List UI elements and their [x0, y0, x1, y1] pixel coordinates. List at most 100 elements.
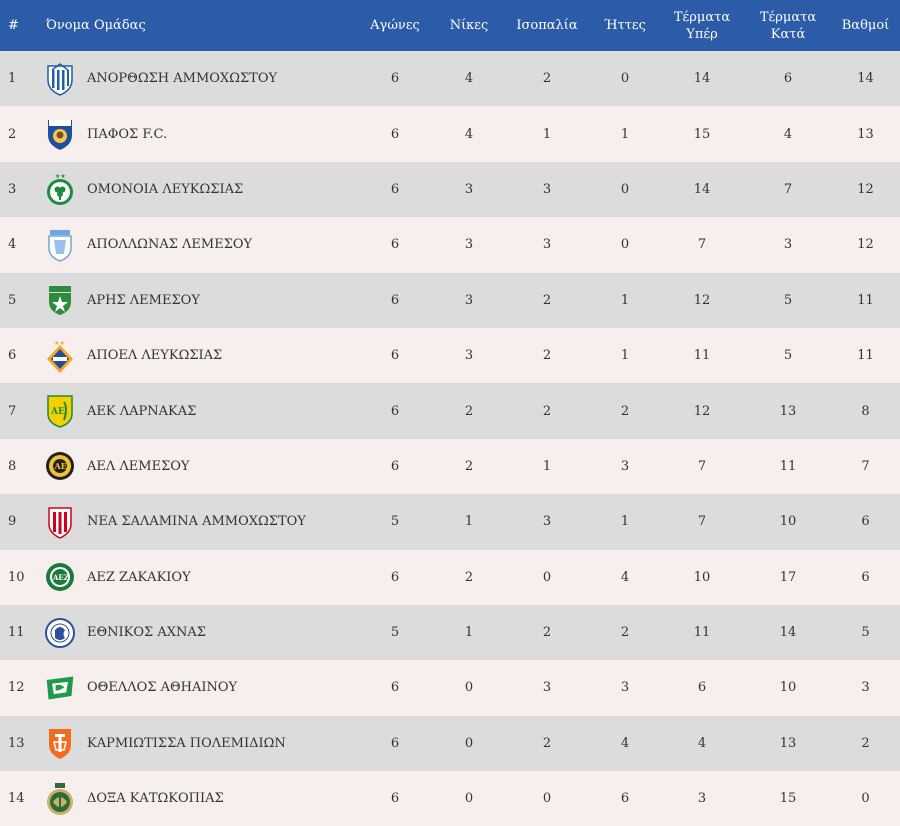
- team-name-link[interactable]: ΕΘΝΙΚΟΣ ΑΧΝΑΣ: [87, 625, 206, 641]
- team-cell: ΕΘΝΙΚΟΣ ΑΧΝΑΣ: [38, 605, 355, 660]
- team-cell: ΑΝΟΡΘΩΣΗ ΑΜΜΟΧΩΣΤΟΥ: [38, 51, 355, 106]
- goals-for-cell: 14: [693, 71, 711, 87]
- header-goals-for-line2: Υπέρ: [686, 26, 718, 42]
- wins-cell: 3: [464, 348, 474, 364]
- team-name-link[interactable]: ΠΑΦΟΣ F.C.: [87, 126, 168, 142]
- header-wins[interactable]: Νίκες: [435, 0, 503, 51]
- table-row[interactable]: 6 ★★ ΑΠΟΕΛ ΛΕΥΚΩΣΙΑΣ 6 3 2 1 11 5 11: [0, 327, 900, 384]
- rank-cell: 9: [8, 514, 17, 530]
- wins-cell: 3: [464, 237, 474, 253]
- table-row[interactable]: 5 ΑΡΗΣ ΛΕΜΕΣΟΥ 6 3 2 1 12 5 11: [0, 272, 900, 328]
- apoel-logo[interactable]: ★★: [45, 339, 75, 373]
- doxa-logo[interactable]: [45, 782, 75, 816]
- table-row[interactable]: 1 ΑΝΟΡΘΩΣΗ ΑΜΜΟΧΩΣΤΟΥ 6 4 2 0 14 6 14: [0, 51, 900, 107]
- apollon-logo[interactable]: [45, 228, 75, 262]
- anorthosis-logo[interactable]: [45, 62, 75, 96]
- draws-cell: 0: [542, 791, 552, 807]
- goals-for-cell: 12: [693, 292, 711, 308]
- team-info: ★★ ΟΜΟΝΟΙΑ ΛΕΥΚΩΣΙΑΣ: [38, 162, 355, 217]
- ael-logo[interactable]: AE: [45, 449, 75, 483]
- wins-cell: 0: [464, 680, 474, 696]
- table-row[interactable]: 9 ΝΕΑ ΣΑΛΑΜΙΝΑ ΑΜΜΟΧΩΣΤΟΥ 5 1 3 1 7 10 6: [0, 494, 900, 550]
- played-cell: 6: [390, 348, 400, 364]
- goals-against-cell: 3: [783, 237, 793, 253]
- table-row[interactable]: 14 ΔΟΞΑ ΚΑΤΩΚΟΠΙΑΣ 6 0 0 6 3 15 0: [0, 771, 900, 826]
- header-goals-for[interactable]: Τέρματα Υπέρ: [659, 0, 745, 51]
- othellos-logo[interactable]: [45, 671, 75, 705]
- team-cell: AE ΑΕΚ ΛΑΡΝΑΚΑΣ: [38, 383, 355, 438]
- points-cell: 6: [861, 514, 870, 530]
- team-name-link[interactable]: ΑΕΚ ΛΑΡΝΑΚΑΣ: [87, 403, 197, 419]
- team-name-link[interactable]: ΑΕΛ ΛΕΜΕΣΟΥ: [87, 458, 190, 474]
- header-rank[interactable]: #: [0, 0, 38, 51]
- losses-cell: 0: [620, 237, 630, 253]
- played-cell: 6: [390, 237, 400, 253]
- aek-logo[interactable]: AE: [45, 394, 75, 428]
- rank-cell: 2: [8, 126, 17, 142]
- pafos-logo[interactable]: [45, 117, 75, 151]
- team-cell: ★★ ΟΜΟΝΟΙΑ ΛΕΥΚΩΣΙΑΣ: [38, 162, 355, 217]
- team-name-link[interactable]: ΚΑΡΜΙΩΤΙΣΣΑ ΠΟΛΕΜΙΔΙΩΝ: [87, 735, 286, 751]
- team-info: AE ΑΕΚ ΛΑΡΝΑΚΑΣ: [38, 384, 355, 439]
- team-name-link[interactable]: ΟΘΕΛΛΟΣ ΑΘΗΑΙΝΟΥ: [87, 680, 238, 696]
- goals-against-cell: 15: [779, 791, 797, 807]
- header-team-name[interactable]: Όνομα Ομάδας: [38, 0, 355, 51]
- team-name-link[interactable]: ΑΠΟΛΛΩΝΑΣ ΛΕΜΕΣΟΥ: [87, 237, 253, 253]
- team-name-link[interactable]: ΑΝΟΡΘΩΣΗ ΑΜΜΟΧΩΣΤΟΥ: [87, 71, 278, 87]
- losses-cell: 1: [620, 514, 630, 530]
- header-wins-label: Νίκες: [449, 18, 489, 33]
- played-cell: 5: [390, 514, 400, 530]
- team-name-link[interactable]: ΑΡΗΣ ΛΕΜΕΣΟΥ: [87, 292, 200, 308]
- goals-for-cell: 10: [693, 569, 711, 585]
- wins-cell: 0: [464, 735, 474, 751]
- header-points[interactable]: Βαθμοί: [831, 0, 900, 51]
- rank-cell: 3: [8, 181, 17, 197]
- points-cell: 12: [857, 237, 874, 253]
- played-cell: 6: [390, 569, 400, 585]
- header-goals-for-line1: Τέρματα: [673, 9, 731, 25]
- table-row[interactable]: 2 ΠΑΦΟΣ F.C. 6 4 1 1 15 4 13: [0, 106, 900, 162]
- aez-logo[interactable]: AEZ: [45, 560, 75, 594]
- wins-cell: 2: [464, 569, 474, 585]
- team-cell: ΟΘΕΛΛΟΣ ΑΘΗΑΙΝΟΥ: [38, 660, 355, 715]
- losses-cell: 0: [620, 71, 630, 87]
- table-row[interactable]: 8 AE ΑΕΛ ΛΕΜΕΣΟΥ 6 2 1 3 7 11 7: [0, 438, 900, 495]
- played-cell: 6: [390, 791, 400, 807]
- table-row[interactable]: 7 AE ΑΕΚ ΛΑΡΝΑΚΑΣ 6 2 2 2 12 13 8: [0, 383, 900, 439]
- team-info: ΚΑΡΜΙΩΤΙΣΣΑ ΠΟΛΕΜΙΔΙΩΝ: [38, 716, 355, 771]
- aris-logo[interactable]: [45, 283, 75, 317]
- table-row[interactable]: 13 ΚΑΡΜΙΩΤΙΣΣΑ ΠΟΛΕΜΙΔΙΩΝ 6 0 2 4 4 13 2: [0, 715, 900, 772]
- goals-for-cell: 6: [697, 680, 707, 696]
- header-goals-against[interactable]: Τέρματα Κατά: [745, 0, 831, 51]
- played-cell: 6: [390, 181, 400, 197]
- table-row[interactable]: 11 ΕΘΝΙΚΟΣ ΑΧΝΑΣ 5 1 2 2 11 14 5: [0, 604, 900, 661]
- header-goals-against-line1: Τέρματα: [759, 9, 817, 25]
- team-info: ΟΘΕΛΛΟΣ ΑΘΗΑΙΝΟΥ: [38, 660, 355, 715]
- team-cell: AEZ ΑΕΖ ΖΑΚΑΚΙΟΥ: [38, 550, 355, 605]
- team-cell: AE ΑΕΛ ΛΕΜΕΣΟΥ: [38, 439, 355, 494]
- header-losses[interactable]: Ήττες: [591, 0, 659, 51]
- rank-cell: 8: [8, 458, 17, 474]
- header-losses-label: Ήττες: [604, 18, 646, 33]
- table-row[interactable]: 10 AEZ ΑΕΖ ΖΑΚΑΚΙΟΥ 6 2 0 4 10 17 6: [0, 549, 900, 605]
- team-name-link[interactable]: ΑΕΖ ΖΑΚΑΚΙΟΥ: [87, 569, 191, 585]
- header-played[interactable]: Αγώνες: [355, 0, 435, 51]
- team-name-link[interactable]: ΟΜΟΝΟΙΑ ΛΕΥΚΩΣΙΑΣ: [87, 181, 244, 197]
- table-row[interactable]: 4 ΑΠΟΛΛΩΝΑΣ ΛΕΜΕΣΟΥ 6 3 3 0 7 3 12: [0, 217, 900, 273]
- omonoia-logo[interactable]: ★★: [45, 172, 75, 206]
- table-row[interactable]: 12 ΟΘΕΛΛΟΣ ΑΘΗΑΙΝΟΥ 6 0 3 3 6 10 3: [0, 660, 900, 716]
- nea-salamina-logo[interactable]: [45, 505, 75, 539]
- karmiotissa-logo[interactable]: [45, 726, 75, 760]
- rank-cell: 10: [8, 569, 25, 585]
- team-name-link[interactable]: ΝΕΑ ΣΑΛΑΜΙΝΑ ΑΜΜΟΧΩΣΤΟΥ: [87, 514, 306, 530]
- ethnikos-logo[interactable]: [45, 616, 75, 650]
- header-draws[interactable]: Ισοπαλία: [503, 0, 591, 51]
- goals-against-cell: 7: [783, 181, 793, 197]
- table-row[interactable]: 3 ★★ ΟΜΟΝΟΙΑ ΛΕΥΚΩΣΙΑΣ 6 3 3 0 14 7 12: [0, 161, 900, 218]
- team-name-link[interactable]: ΔΟΞΑ ΚΑΤΩΚΟΠΙΑΣ: [87, 791, 224, 807]
- wins-cell: 0: [464, 791, 474, 807]
- points-cell: 8: [861, 403, 870, 419]
- losses-cell: 2: [620, 403, 630, 419]
- losses-cell: 1: [620, 292, 630, 308]
- team-name-link[interactable]: ΑΠΟΕΛ ΛΕΥΚΩΣΙΑΣ: [87, 348, 223, 364]
